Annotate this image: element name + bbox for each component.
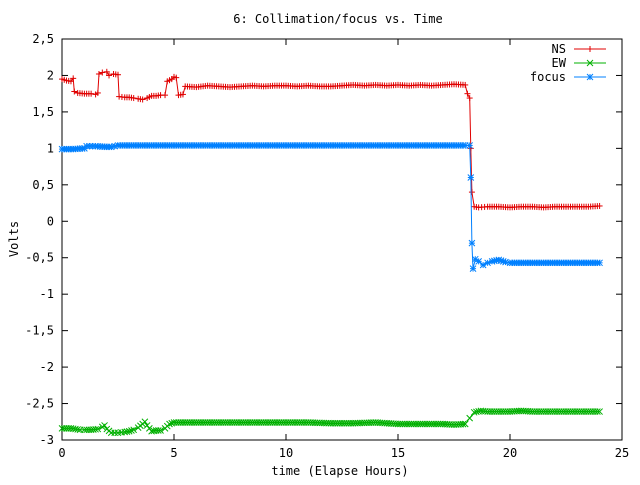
data-point bbox=[596, 259, 603, 267]
data-point bbox=[130, 426, 138, 434]
y-tick-label: -3 bbox=[40, 433, 54, 447]
data-point bbox=[128, 427, 135, 434]
legend-label: EW bbox=[552, 56, 567, 70]
y-tick-label: 0,5 bbox=[32, 178, 54, 192]
data-point bbox=[92, 425, 99, 433]
x-axis-label: time (Elapse Hours) bbox=[271, 464, 408, 478]
data-point bbox=[173, 74, 180, 81]
y-tick-label: -2 bbox=[40, 360, 54, 374]
data-point bbox=[99, 69, 106, 76]
y-axis-label: Volts bbox=[7, 221, 21, 257]
plot-border bbox=[61, 38, 623, 441]
data-point bbox=[596, 202, 603, 209]
y-tick-label: -1 bbox=[40, 287, 54, 301]
data-point bbox=[154, 427, 162, 434]
data-point bbox=[466, 142, 474, 149]
data-point bbox=[586, 73, 594, 81]
data-point bbox=[166, 420, 173, 428]
data-point bbox=[467, 174, 475, 181]
y-tick-label: -2,5 bbox=[25, 397, 54, 411]
y-axis: 2,5 2 1,5 1 0,5 0 -0,5 -1 -1,5 -2 -2,5 -3 bbox=[25, 32, 622, 447]
data-point bbox=[141, 418, 149, 426]
legend-label: focus bbox=[530, 70, 566, 84]
data-point bbox=[468, 239, 476, 247]
data-point bbox=[466, 95, 473, 102]
data-point bbox=[464, 90, 471, 97]
x-tick-label: 5 bbox=[170, 446, 177, 460]
plot-area bbox=[61, 38, 623, 441]
data-point bbox=[74, 426, 82, 433]
y-tick-label: 1 bbox=[47, 141, 54, 155]
x-tick-label: 25 bbox=[615, 446, 629, 460]
data-point bbox=[462, 81, 469, 88]
chart-title: 6: Collimation/focus vs. Time bbox=[233, 12, 443, 26]
data-point bbox=[461, 420, 469, 428]
y-tick-label: -1,5 bbox=[25, 324, 54, 338]
y-tick-label: 0 bbox=[47, 214, 54, 228]
data-point bbox=[459, 420, 467, 428]
data-point bbox=[594, 408, 601, 415]
x-tick-label: 15 bbox=[391, 446, 405, 460]
series-ew bbox=[58, 407, 603, 437]
y-tick-label: -0,5 bbox=[25, 251, 54, 265]
data-point bbox=[71, 88, 78, 95]
data-point bbox=[115, 71, 121, 78]
x-axis: 0 5 10 15 20 25 bbox=[58, 39, 629, 460]
data-point bbox=[596, 408, 603, 415]
data-point bbox=[95, 70, 102, 77]
data-point bbox=[466, 414, 474, 422]
data-point bbox=[469, 265, 477, 273]
data-point bbox=[162, 92, 169, 99]
data-point bbox=[475, 258, 482, 265]
data-point bbox=[103, 68, 110, 75]
y-tick-label: 1,5 bbox=[32, 105, 54, 119]
data-point bbox=[468, 189, 475, 196]
y-tick-label: 2 bbox=[47, 68, 54, 82]
data-point bbox=[94, 89, 101, 96]
data-point bbox=[94, 425, 102, 433]
x-tick-label: 10 bbox=[279, 446, 293, 460]
y-tick-label: 2,5 bbox=[32, 32, 54, 46]
data-point bbox=[587, 46, 593, 52]
x-tick-label: 0 bbox=[58, 446, 65, 460]
data-point bbox=[106, 72, 113, 79]
series-layer bbox=[58, 68, 603, 437]
data-point bbox=[586, 59, 594, 67]
data-point bbox=[101, 422, 108, 429]
data-point bbox=[139, 96, 146, 103]
data-point bbox=[157, 427, 164, 434]
data-point bbox=[484, 259, 491, 267]
x-tick-label: 20 bbox=[503, 446, 517, 460]
data-point bbox=[88, 90, 95, 97]
data-point bbox=[179, 91, 186, 98]
series-line bbox=[62, 410, 600, 434]
data-point bbox=[125, 427, 133, 435]
series-focus bbox=[58, 142, 603, 273]
data-point bbox=[70, 75, 77, 82]
series-ns bbox=[59, 68, 603, 211]
legend-label: NS bbox=[552, 42, 566, 56]
data-point bbox=[130, 95, 137, 102]
series-line bbox=[61, 71, 600, 208]
